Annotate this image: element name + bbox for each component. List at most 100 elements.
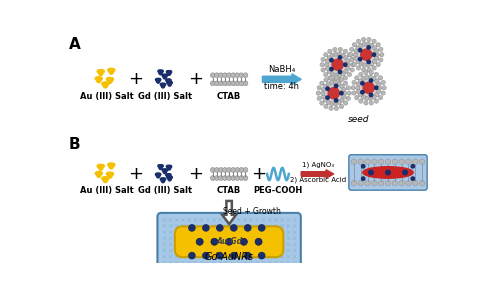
- Text: NaBH₄: NaBH₄: [268, 65, 295, 73]
- Circle shape: [324, 84, 343, 102]
- Circle shape: [235, 73, 240, 78]
- Circle shape: [386, 170, 390, 175]
- Circle shape: [320, 63, 324, 67]
- Ellipse shape: [169, 174, 171, 176]
- Circle shape: [361, 91, 364, 94]
- Circle shape: [380, 53, 384, 57]
- Circle shape: [329, 76, 333, 80]
- Circle shape: [366, 42, 370, 46]
- Circle shape: [376, 63, 380, 67]
- Circle shape: [372, 76, 376, 81]
- Text: 2) Ascorbic Acid: 2) Ascorbic Acid: [290, 177, 346, 183]
- Ellipse shape: [109, 163, 114, 169]
- Circle shape: [386, 181, 390, 186]
- Circle shape: [324, 84, 328, 88]
- Ellipse shape: [166, 165, 168, 168]
- Ellipse shape: [169, 79, 171, 81]
- Circle shape: [372, 45, 377, 50]
- Circle shape: [372, 59, 377, 64]
- Ellipse shape: [163, 74, 166, 79]
- Circle shape: [367, 60, 370, 63]
- Circle shape: [350, 57, 354, 62]
- Text: Seed + Growth: Seed + Growth: [224, 207, 282, 216]
- Circle shape: [370, 93, 372, 97]
- Circle shape: [370, 79, 372, 82]
- Ellipse shape: [101, 70, 104, 73]
- Circle shape: [340, 84, 344, 88]
- Circle shape: [334, 106, 338, 110]
- Circle shape: [316, 91, 320, 95]
- Circle shape: [343, 49, 347, 53]
- Ellipse shape: [166, 174, 168, 176]
- Ellipse shape: [108, 163, 111, 166]
- Circle shape: [399, 181, 404, 186]
- Circle shape: [334, 101, 338, 106]
- Circle shape: [226, 81, 232, 86]
- Circle shape: [222, 168, 228, 172]
- Circle shape: [346, 86, 350, 90]
- Circle shape: [356, 39, 360, 43]
- Circle shape: [372, 181, 377, 186]
- Ellipse shape: [109, 68, 114, 74]
- Circle shape: [370, 43, 374, 47]
- Circle shape: [235, 81, 240, 86]
- Text: Au-Gd: Au-Gd: [216, 237, 242, 246]
- Circle shape: [358, 93, 362, 97]
- Circle shape: [340, 78, 344, 82]
- Circle shape: [412, 181, 418, 186]
- Circle shape: [327, 69, 332, 74]
- Ellipse shape: [106, 172, 110, 175]
- Circle shape: [337, 100, 342, 105]
- Circle shape: [214, 73, 219, 78]
- Circle shape: [231, 81, 235, 86]
- Ellipse shape: [166, 174, 170, 178]
- Ellipse shape: [158, 165, 160, 167]
- Ellipse shape: [110, 172, 114, 175]
- Circle shape: [214, 168, 219, 172]
- Circle shape: [218, 73, 224, 78]
- Circle shape: [324, 72, 328, 77]
- Circle shape: [324, 98, 328, 102]
- Circle shape: [324, 63, 329, 67]
- Circle shape: [334, 80, 338, 85]
- Circle shape: [346, 96, 350, 101]
- Ellipse shape: [167, 165, 171, 170]
- Ellipse shape: [106, 177, 109, 180]
- Ellipse shape: [101, 165, 104, 167]
- Circle shape: [330, 53, 334, 58]
- Circle shape: [222, 176, 228, 181]
- Circle shape: [378, 76, 382, 80]
- Circle shape: [239, 168, 244, 172]
- Circle shape: [330, 101, 334, 106]
- Circle shape: [364, 71, 368, 75]
- Circle shape: [378, 58, 383, 62]
- Circle shape: [343, 76, 347, 80]
- FancyBboxPatch shape: [349, 155, 427, 190]
- Circle shape: [334, 52, 338, 56]
- Circle shape: [392, 181, 398, 186]
- Circle shape: [348, 53, 353, 57]
- Circle shape: [362, 165, 365, 168]
- Ellipse shape: [156, 78, 158, 81]
- Circle shape: [367, 37, 371, 42]
- Circle shape: [322, 95, 326, 99]
- Ellipse shape: [95, 77, 98, 80]
- Circle shape: [240, 238, 248, 245]
- Circle shape: [230, 225, 237, 231]
- Circle shape: [344, 69, 348, 74]
- Circle shape: [374, 56, 378, 60]
- Ellipse shape: [170, 176, 172, 178]
- Circle shape: [351, 159, 356, 164]
- Circle shape: [369, 101, 374, 105]
- Circle shape: [354, 96, 359, 100]
- Circle shape: [351, 86, 356, 90]
- Circle shape: [376, 89, 381, 94]
- Circle shape: [338, 70, 342, 73]
- Circle shape: [338, 47, 342, 52]
- Circle shape: [361, 95, 366, 99]
- Text: CTAB: CTAB: [217, 91, 241, 101]
- Text: +: +: [128, 70, 144, 88]
- Circle shape: [340, 98, 344, 102]
- Circle shape: [210, 73, 215, 78]
- Circle shape: [189, 225, 195, 231]
